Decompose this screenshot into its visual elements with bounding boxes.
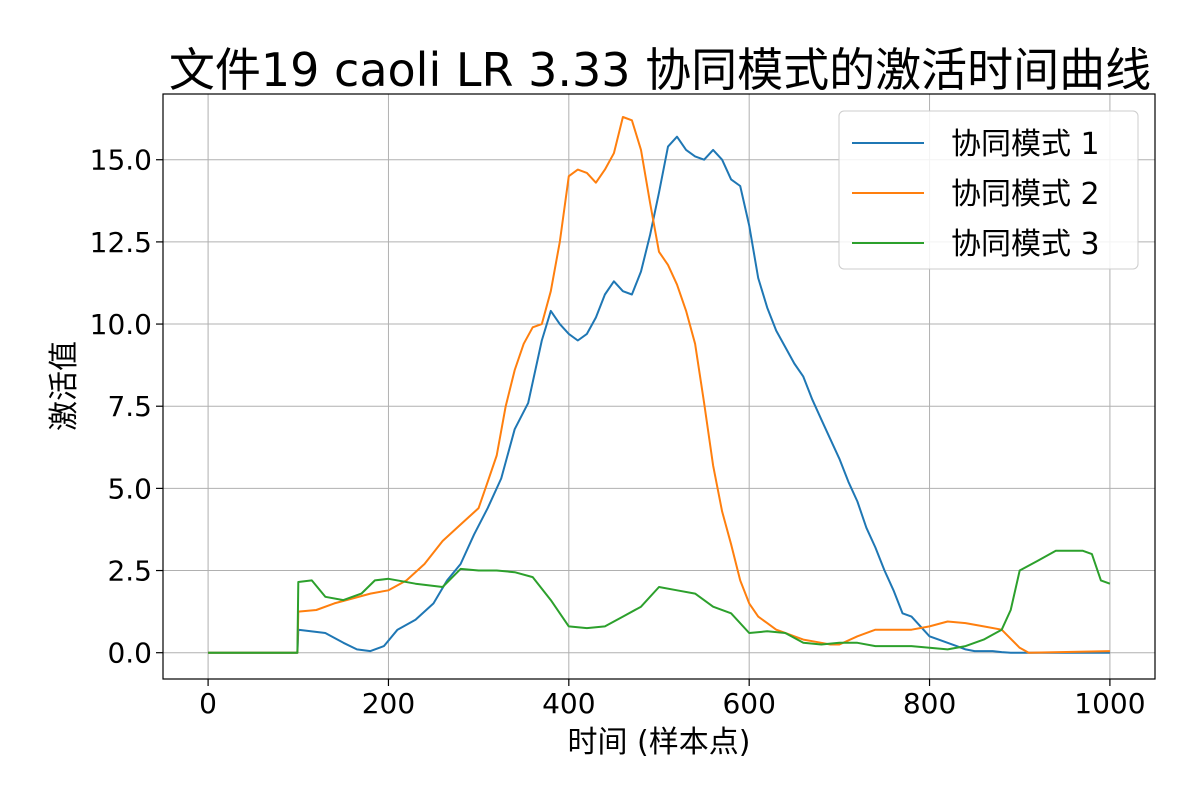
y-tick-label: 7.5	[107, 390, 152, 423]
y-tick-label: 2.5	[107, 555, 152, 588]
chart-title: 文件19 caoli LR 3.33 协同模式的激活时间曲线	[169, 43, 1151, 97]
series-line-1	[208, 135, 1110, 654]
y-ticks: 0.0 2.5 5.0 7.5 10.0 12.5 15.0	[90, 144, 163, 670]
x-tick-label: 200	[362, 687, 415, 720]
legend-label-3: 协同模式 3	[951, 227, 1100, 262]
series-line-3	[208, 549, 1111, 654]
x-tick-label: 400	[542, 687, 595, 720]
plot-frame	[162, 93, 1156, 680]
y-tick-label: 12.5	[90, 226, 152, 259]
x-tick-label: 600	[722, 687, 775, 720]
x-tick-label: 1000	[1074, 687, 1145, 720]
y-tick-label: 0.0	[107, 637, 152, 670]
legend-label-2: 协同模式 2	[951, 177, 1100, 212]
x-tick-label: 800	[903, 687, 956, 720]
series-layer	[208, 116, 1111, 654]
x-axis-label: 时间 (样本点)	[568, 725, 751, 760]
legend: 协同模式 1 协同模式 2 协同模式 3	[838, 110, 1139, 270]
legend-label-1: 协同模式 1	[951, 127, 1100, 162]
x-ticks: 0 200 400 600 800 1000	[199, 679, 1146, 720]
y-tick-label: 15.0	[90, 144, 152, 177]
x-tick-label: 0	[199, 687, 217, 720]
y-tick-label: 10.0	[90, 308, 152, 341]
series-line-2	[208, 116, 1110, 654]
y-tick-label: 5.0	[107, 472, 152, 505]
legend-box	[838, 110, 1139, 270]
y-axis-label: 激活值	[47, 341, 82, 431]
